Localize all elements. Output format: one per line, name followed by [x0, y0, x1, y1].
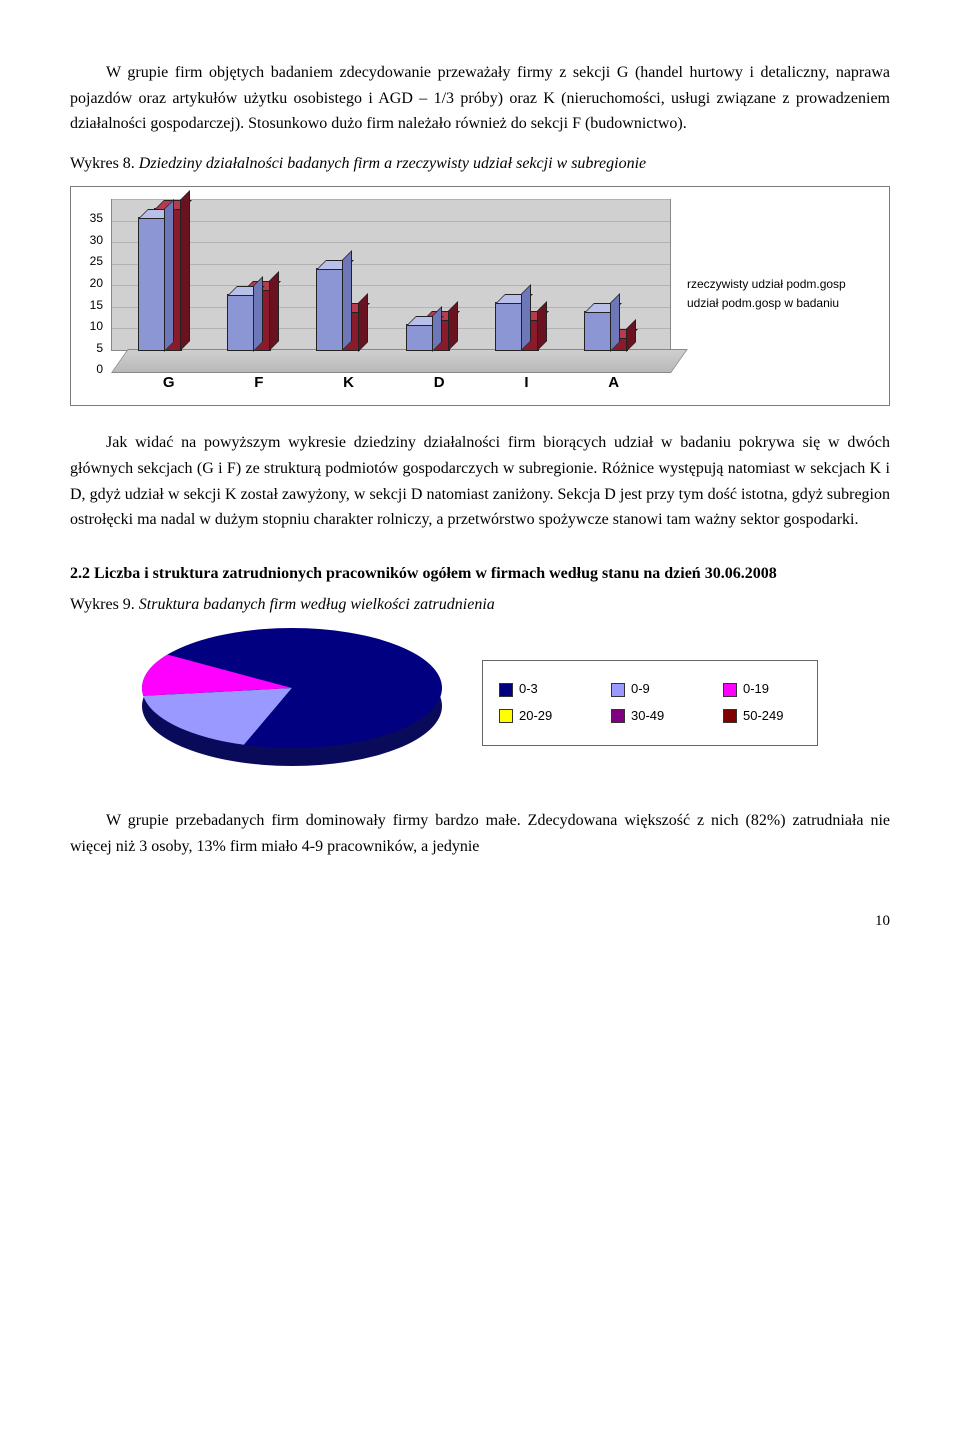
- pie-legend-swatch: [499, 709, 513, 723]
- legend-series-back: rzeczywisty udział podm.gosp: [687, 275, 846, 294]
- bar-chart-y-axis: 35 30 25 20 15 10 5 0: [81, 209, 103, 379]
- pie-legend-label: 30-49: [631, 706, 664, 727]
- bar-chart-y-tick: 25: [81, 252, 103, 271]
- bar-chart-category-label: I: [524, 371, 528, 395]
- bar-chart-category-label: G: [163, 371, 175, 395]
- pie-legend-swatch: [611, 683, 625, 697]
- legend-series-front: udział podm.gosp w badaniu: [687, 294, 846, 313]
- pie-chart-legend: 0-3 0-9 0-19 20-29 30-49 50-249: [482, 660, 818, 746]
- pie-legend-item: 0-9: [611, 679, 689, 700]
- pie-legend-label: 20-29: [519, 706, 552, 727]
- pie-legend-label: 50-249: [743, 706, 783, 727]
- pie-legend-swatch: [723, 709, 737, 723]
- wykres8-title: Dziedziny działalności badanych firm a r…: [135, 155, 646, 172]
- pie-legend-item: 0-19: [723, 679, 801, 700]
- wykres9-caption: Wykres 9. Struktura badanych firm według…: [70, 592, 890, 618]
- paragraph-1: W grupie firm objętych badaniem zdecydow…: [70, 60, 890, 137]
- wykres8-caption: Wykres 8. Dziedziny działalności badanyc…: [70, 151, 890, 177]
- pie-legend-label: 0-3: [519, 679, 538, 700]
- bar-chart-y-tick: 35: [81, 209, 103, 228]
- pie-legend-label: 0-9: [631, 679, 650, 700]
- bar-chart-category-label: K: [343, 371, 354, 395]
- wykres9-title: Struktura badanych firm według wielkości…: [135, 596, 495, 613]
- bar-chart-y-tick: 30: [81, 231, 103, 250]
- pie-legend-item: 30-49: [611, 706, 689, 727]
- bar-chart-y-tick: 0: [81, 360, 103, 379]
- page-number: 10: [70, 909, 890, 933]
- wykres9-lead: Wykres 9.: [70, 596, 135, 613]
- bar-chart-category-label: F: [254, 371, 263, 395]
- bar-chart-category-label: A: [608, 371, 619, 395]
- pie-legend-swatch: [611, 709, 625, 723]
- bar-chart-x-axis: GFKDIA: [123, 371, 659, 395]
- pie-legend-item: 0-3: [499, 679, 577, 700]
- paragraph-3: W grupie przebadanych firm dominowały fi…: [70, 808, 890, 859]
- pie-legend-item: 20-29: [499, 706, 577, 727]
- pie-legend-item: 50-249: [723, 706, 801, 727]
- bar-chart-category-label: D: [434, 371, 445, 395]
- section-2-2-heading: 2.2 Liczba i struktura zatrudnionych pra…: [70, 561, 890, 587]
- pie-legend-swatch: [723, 683, 737, 697]
- bar-chart-y-tick: 15: [81, 296, 103, 315]
- bar-chart: 35302520151050 GFKDIA rzeczywisty udział…: [70, 186, 890, 406]
- pie-chart: 0-3 0-9 0-19 20-29 30-49 50-249: [70, 628, 890, 778]
- pie-legend-swatch: [499, 683, 513, 697]
- pie-chart-plot: [142, 628, 442, 778]
- bar-chart-plot: GFKDIA: [111, 199, 671, 389]
- bar-chart-y-tick: 10: [81, 317, 103, 336]
- bar-chart-y-tick: 20: [81, 274, 103, 293]
- bar-chart-legend: rzeczywisty udział podm.gosp udział podm…: [687, 275, 846, 313]
- paragraph-2: Jak widać na powyższym wykresie dziedzin…: [70, 430, 890, 532]
- wykres8-lead: Wykres 8.: [70, 155, 135, 172]
- bar-chart-y-tick: 5: [81, 339, 103, 358]
- pie-legend-label: 0-19: [743, 679, 769, 700]
